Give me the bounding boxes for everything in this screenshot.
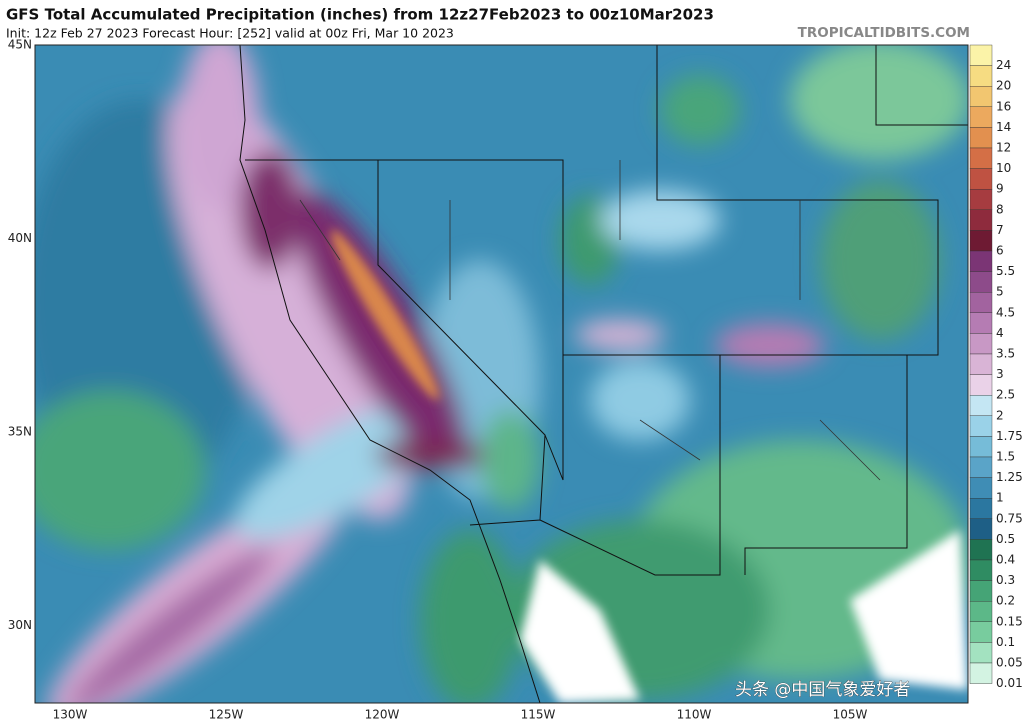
colorbar-label: 0.5 bbox=[996, 532, 1015, 546]
colorbar: 24 20 16 14 12 10 9 8 7 6 5.5 5 4.5 4 3.5 3 2.5 2 1.75 1.5 1… bbox=[969, 44, 1023, 690]
colorbar-swatch bbox=[969, 395, 993, 417]
colorbar-swatch bbox=[969, 436, 993, 458]
colorbar-swatch bbox=[969, 477, 993, 499]
colorbar-label: 0.75 bbox=[996, 511, 1023, 525]
colorbar-label: 0.1 bbox=[996, 635, 1015, 649]
colorbar-label: 10 bbox=[996, 161, 1011, 175]
colorbar-label: 0.3 bbox=[996, 573, 1015, 587]
colorbar-swatch bbox=[969, 168, 993, 190]
colorbar-swatch bbox=[969, 230, 993, 252]
lat-label: 40N bbox=[8, 231, 32, 245]
colorbar-swatch bbox=[969, 539, 993, 561]
map bbox=[35, 45, 968, 703]
colorbar-swatch bbox=[969, 621, 993, 643]
colorbar-swatch bbox=[969, 147, 993, 169]
colorbar-swatch bbox=[969, 662, 993, 684]
colorbar-label: 14 bbox=[996, 120, 1011, 134]
colorbar-label: 5.5 bbox=[996, 264, 1015, 278]
colorbar-swatch bbox=[969, 106, 993, 128]
colorbar-swatch bbox=[969, 65, 993, 87]
colorbar-label: 1.25 bbox=[996, 470, 1023, 484]
title: GFS Total Accumulated Precipitation (inc… bbox=[6, 6, 714, 24]
colorbar-label: 3 bbox=[996, 367, 1004, 381]
colorbar-swatch bbox=[969, 312, 993, 334]
colorbar-label: 6 bbox=[996, 244, 1004, 258]
colorbar-label: 2.5 bbox=[996, 388, 1015, 402]
colorbar-swatch bbox=[969, 271, 993, 293]
lat-label: 35N bbox=[8, 425, 32, 439]
colorbar-label: 20 bbox=[996, 79, 1011, 93]
colorbar-swatch bbox=[969, 188, 993, 210]
colorbar-label: 7 bbox=[996, 223, 1004, 237]
colorbar-label: 1.75 bbox=[996, 429, 1023, 443]
colorbar-label: 2 bbox=[996, 408, 1004, 422]
colorbar-swatch bbox=[969, 292, 993, 314]
lon-label: 105W bbox=[833, 708, 868, 722]
colorbar-swatch bbox=[969, 518, 993, 540]
colorbar-label: 0.05 bbox=[996, 656, 1023, 670]
credit: TROPICALTIDBITS.COM bbox=[798, 25, 970, 41]
colorbar-label: 9 bbox=[996, 182, 1004, 196]
colorbar-swatch bbox=[969, 333, 993, 355]
lat-label: 30N bbox=[8, 618, 32, 632]
colorbar-swatch bbox=[969, 498, 993, 520]
lat-label: 45N bbox=[8, 38, 32, 52]
colorbar-swatch bbox=[969, 44, 993, 66]
colorbar-label: 3.5 bbox=[996, 347, 1015, 361]
colorbar-label: 1.5 bbox=[996, 450, 1015, 464]
colorbar-label: 1 bbox=[996, 491, 1004, 505]
colorbar-label: 0.2 bbox=[996, 594, 1015, 608]
colorbar-label: 16 bbox=[996, 99, 1011, 113]
colorbar-swatch bbox=[969, 559, 993, 581]
map-frame bbox=[34, 44, 969, 704]
lon-label: 130W bbox=[53, 708, 88, 722]
colorbar-swatch bbox=[969, 209, 993, 231]
colorbar-label: 4.5 bbox=[996, 305, 1015, 319]
colorbar-swatch bbox=[969, 250, 993, 272]
state-borders bbox=[245, 45, 968, 576]
subtitle: Init: 12z Feb 27 2023 Forecast Hour: [25… bbox=[6, 26, 454, 41]
colorbar-label: 4 bbox=[996, 326, 1004, 340]
colorbar-swatch bbox=[969, 127, 993, 149]
colorbar-label: 24 bbox=[996, 58, 1011, 72]
lon-label: 120W bbox=[365, 708, 400, 722]
colorbar-label: 0.4 bbox=[996, 553, 1015, 567]
lon-label: 115W bbox=[521, 708, 556, 722]
coastline bbox=[239, 45, 541, 703]
lon-label: 125W bbox=[209, 708, 244, 722]
colorbar-swatch bbox=[969, 353, 993, 375]
lon-label: 110W bbox=[677, 708, 712, 722]
colorbar-swatch bbox=[969, 415, 993, 437]
colorbar-label: 5 bbox=[996, 285, 1004, 299]
colorbar-swatch bbox=[969, 642, 993, 664]
colorbar-swatch bbox=[969, 85, 993, 107]
colorbar-swatch bbox=[969, 456, 993, 478]
colorbar-label: 0.01 bbox=[996, 676, 1023, 690]
colorbar-label: 12 bbox=[996, 141, 1011, 155]
colorbar-swatch bbox=[969, 601, 993, 623]
county-lines bbox=[299, 160, 881, 481]
colorbar-swatch bbox=[969, 580, 993, 602]
colorbar-swatch bbox=[969, 374, 993, 396]
colorbar-label: 8 bbox=[996, 202, 1004, 216]
watermark: 头条 @中国气象爱好者 bbox=[735, 680, 910, 700]
colorbar-label: 0.15 bbox=[996, 614, 1023, 628]
